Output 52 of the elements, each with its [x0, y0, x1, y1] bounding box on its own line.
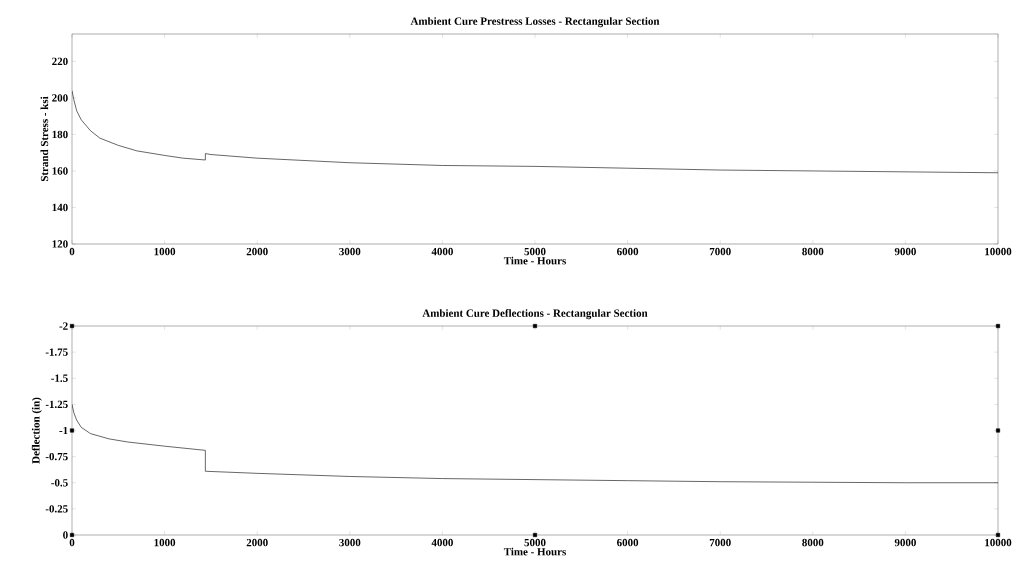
- y-tick-label: 140: [52, 203, 68, 212]
- y-tick-label: 200: [52, 94, 68, 102]
- y-tick-label: 0: [63, 531, 68, 539]
- y-tick-label: -1: [59, 426, 68, 435]
- x-tick-label: 8000: [802, 247, 824, 256]
- chart-title: Ambient Cure Prestress Losses - Rectangular Section: [410, 17, 660, 28]
- x-tick-label: 8000: [802, 538, 824, 547]
- x-axis-title: Time - Hours: [503, 256, 566, 265]
- chart-title: Ambient Cure Deflections - Rectangular Section: [422, 309, 648, 320]
- x-tick-label: 5000: [524, 247, 546, 256]
- point: [533, 324, 537, 328]
- y-tick-label: -1.75: [45, 348, 68, 356]
- x-tick-label: 4000: [431, 538, 453, 547]
- x-tick-label: 4000: [431, 247, 453, 256]
- y-tick-label: 180: [52, 130, 68, 139]
- point: [70, 533, 74, 537]
- x-axis-title: Time - Hours: [503, 547, 566, 556]
- point: [70, 324, 74, 328]
- y-tick-label: -1.5: [51, 374, 68, 382]
- y-tick-label: 120: [52, 240, 68, 248]
- point: [70, 428, 74, 433]
- x-tick-label: 3000: [339, 538, 361, 547]
- y-tick-label: -0.5: [51, 479, 68, 487]
- y-axis-title: Deflection (in): [31, 397, 42, 464]
- x-tick-label: 1000: [154, 538, 176, 547]
- x-tick-label: 0: [69, 538, 75, 547]
- x-tick-label: 6000: [617, 538, 639, 547]
- point: [996, 324, 1001, 328]
- x-tick-label: 7000: [709, 247, 731, 256]
- x-tick-label: 6000: [617, 247, 639, 256]
- x-tick-label: 9000: [894, 538, 916, 547]
- point: [996, 428, 1001, 433]
- y-tick-label: 160: [52, 167, 68, 175]
- y-tick-label: -2: [59, 322, 68, 330]
- point: [533, 533, 537, 537]
- x-tick-label: 2000: [246, 538, 268, 547]
- y-tick-label: 220: [52, 57, 68, 66]
- y-tick-label: -0.75: [45, 452, 68, 461]
- y-tick-label: -0.25: [45, 505, 68, 513]
- y-tick-label: -1.25: [45, 400, 68, 409]
- x-tick-label: 3000: [339, 247, 361, 256]
- x-tick-label: 1000: [154, 247, 176, 256]
- y-axis-title: Strand Stress - ksi: [40, 96, 49, 182]
- point: [996, 533, 1001, 537]
- x-tick-label: 7000: [709, 538, 731, 547]
- x-tick-label: 0: [69, 247, 75, 256]
- line-series: [72, 404, 999, 484]
- x-tick-label: 9000: [894, 247, 916, 256]
- x-tick-label: 5000: [524, 538, 546, 547]
- x-tick-label: 2000: [246, 247, 268, 256]
- x-tick-label: 10000: [985, 247, 1012, 256]
- x-tick-label: 10000: [985, 538, 1012, 547]
